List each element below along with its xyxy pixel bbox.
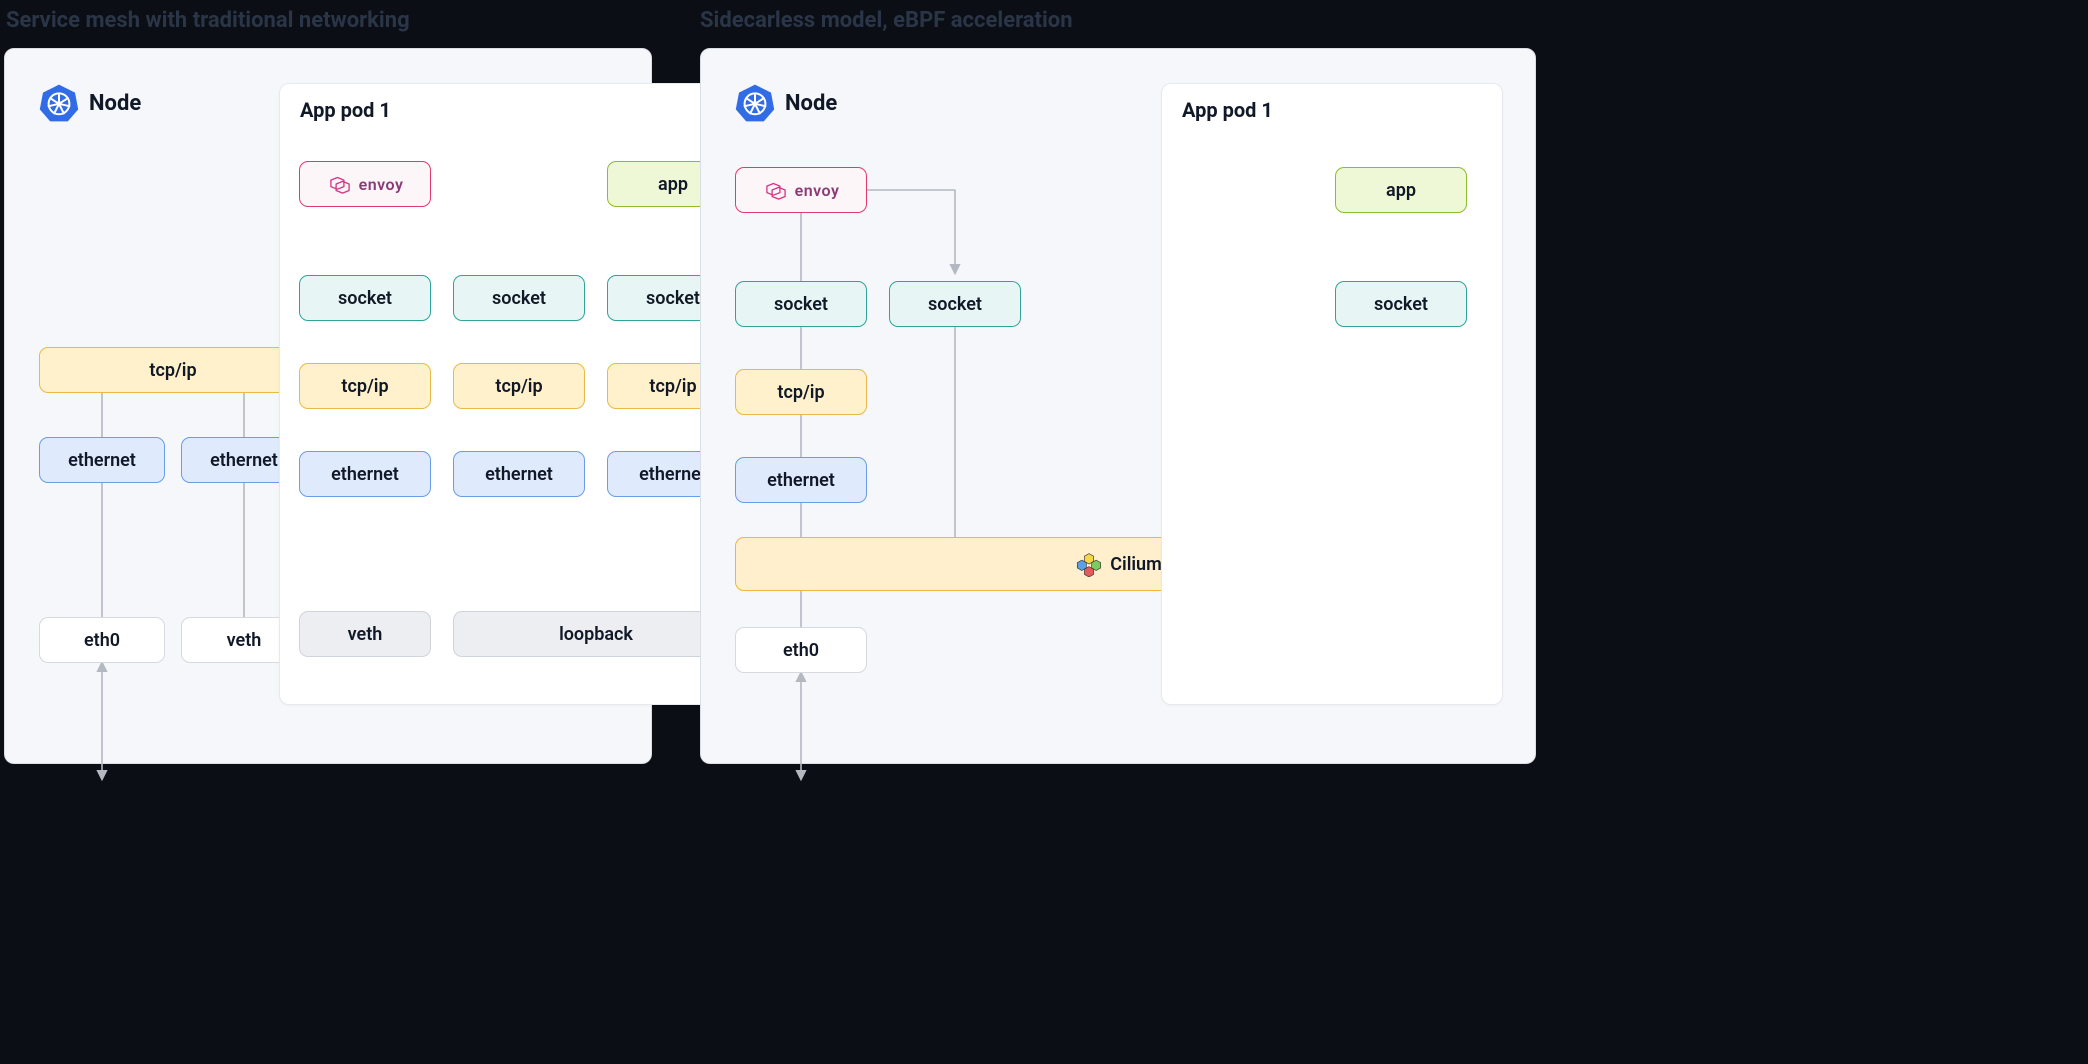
panel-sidecarless: Node envoy socket tcp/ip ethernet socket bbox=[700, 48, 1536, 764]
tcpip-right: tcp/ip bbox=[735, 369, 867, 415]
node-text: Node bbox=[89, 91, 141, 116]
socket-2-right: socket bbox=[889, 281, 1021, 327]
kubernetes-icon bbox=[39, 83, 79, 123]
node-label-right: Node bbox=[735, 83, 837, 123]
cilium-label: Cilium bbox=[1110, 554, 1161, 575]
loopback-left: loopback bbox=[453, 611, 739, 657]
ethernet-right: ethernet bbox=[735, 457, 867, 503]
node-label-left: Node bbox=[39, 83, 141, 123]
pod-title-left: App pod 1 bbox=[300, 98, 391, 122]
ethernet-2-left: ethernet bbox=[453, 451, 585, 497]
eth0-right: eth0 bbox=[735, 627, 867, 673]
tcpip-1-left: tcp/ip bbox=[299, 363, 431, 409]
pod-title-right: App pod 1 bbox=[1182, 98, 1273, 122]
host-tcpip: tcp/ip bbox=[39, 347, 307, 393]
title-right: Sidecarless model, eBPF acceleration bbox=[700, 8, 1073, 33]
socket-1-right: socket bbox=[735, 281, 867, 327]
socket-1-left: socket bbox=[299, 275, 431, 321]
envoy-icon bbox=[763, 179, 789, 201]
pod-veth-left: veth bbox=[299, 611, 431, 657]
diagram-canvas: Service mesh with traditional networking… bbox=[0, 0, 1540, 786]
title-left: Service mesh with traditional networking bbox=[6, 8, 410, 33]
envoy-icon bbox=[327, 173, 353, 195]
app-box-right: app bbox=[1335, 167, 1467, 213]
host-eth0: eth0 bbox=[39, 617, 165, 663]
tcpip-2-left: tcp/ip bbox=[453, 363, 585, 409]
kubernetes-icon bbox=[735, 83, 775, 123]
node-text: Node bbox=[785, 91, 837, 116]
panel-traditional: Node tcp/ip ethernet ethernet eth0 veth … bbox=[4, 48, 652, 764]
socket-pod-right: socket bbox=[1335, 281, 1467, 327]
envoy-box-right: envoy bbox=[735, 167, 867, 213]
envoy-box-left: envoy bbox=[299, 161, 431, 207]
ethernet-1-left: ethernet bbox=[299, 451, 431, 497]
cilium-icon bbox=[1076, 551, 1102, 577]
host-ethernet-1: ethernet bbox=[39, 437, 165, 483]
envoy-label: envoy bbox=[795, 181, 840, 200]
socket-2-left: socket bbox=[453, 275, 585, 321]
envoy-label: envoy bbox=[359, 175, 404, 194]
